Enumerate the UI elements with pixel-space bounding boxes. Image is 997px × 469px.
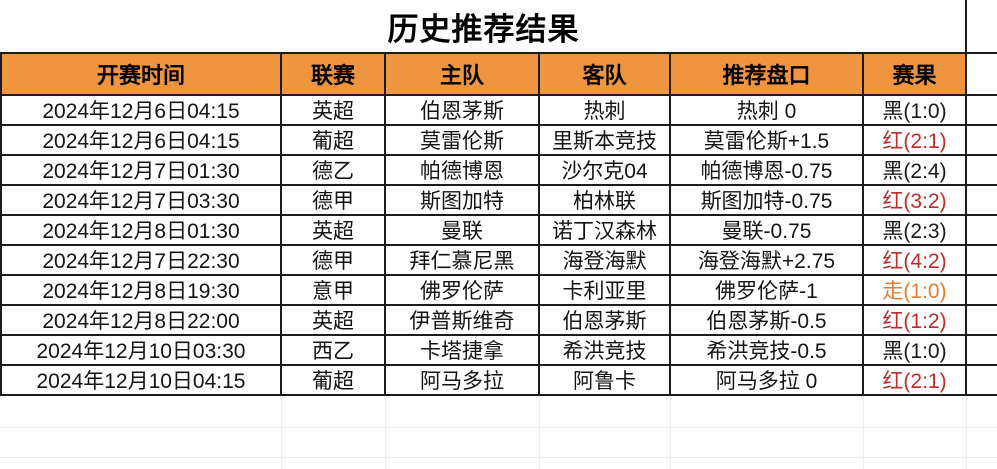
cell-handicap: 佛罗伦萨-1	[671, 276, 864, 306]
cell-away: 希洪竞技	[540, 336, 671, 366]
cell-away: 海登海默	[540, 246, 671, 276]
cell-time: 2024年12月6日04:15	[0, 96, 282, 126]
cell-home: 拜仁慕尼黑	[386, 246, 540, 276]
cell-handicap: 莫雷伦斯+1.5	[671, 126, 864, 156]
empty-edge-cell	[967, 306, 997, 336]
cell-time: 2024年12月8日01:30	[0, 216, 282, 246]
cell-away: 沙尔克04	[540, 156, 671, 186]
faint-gridline	[539, 396, 540, 469]
header-cell-time: 开赛时间	[0, 52, 282, 96]
cell-league: 德甲	[282, 186, 386, 216]
cell-away: 伯恩茅斯	[540, 306, 671, 336]
cell-handicap: 海登海默+2.75	[671, 246, 864, 276]
cell-home: 莫雷伦斯	[386, 126, 540, 156]
cell-home: 阿马多拉	[386, 366, 540, 396]
cell-home: 帕德博恩	[386, 156, 540, 186]
cell-result: 红(3:2)	[864, 186, 967, 216]
cell-time: 2024年12月8日19:30	[0, 276, 282, 306]
cell-away: 诺丁汉森林	[540, 216, 671, 246]
cell-handicap: 热刺 0	[671, 96, 864, 126]
cell-league: 葡超	[282, 366, 386, 396]
cell-home: 佛罗伦萨	[386, 276, 540, 306]
cell-time: 2024年12月7日22:30	[0, 246, 282, 276]
cell-result: 黑(1:0)	[864, 336, 967, 366]
cell-away: 柏林联	[540, 186, 671, 216]
cell-league: 西乙	[282, 336, 386, 366]
cell-league: 德甲	[282, 246, 386, 276]
header-cell-away: 客队	[540, 52, 671, 96]
empty-edge-cell	[967, 336, 997, 366]
empty-edge-cell	[967, 156, 997, 186]
empty-edge-cell	[967, 366, 997, 396]
cell-result: 红(2:1)	[864, 366, 967, 396]
faint-gridline	[966, 396, 967, 469]
cell-away: 热刺	[540, 96, 671, 126]
empty-edge-cell	[967, 276, 997, 306]
page-title: 历史推荐结果	[387, 11, 580, 47]
header-cell-handicap: 推荐盘口	[671, 52, 864, 96]
cell-time: 2024年12月10日03:30	[0, 336, 282, 366]
faint-gridline	[0, 427, 997, 428]
empty-edge-cell	[967, 96, 997, 126]
cell-time: 2024年12月8日22:00	[0, 306, 282, 336]
faint-gridline	[863, 396, 864, 469]
header-cell-result: 赛果	[864, 52, 967, 96]
cell-result: 红(4:2)	[864, 246, 967, 276]
column-gridline	[965, 0, 967, 52]
header-cell-home: 主队	[386, 52, 540, 96]
cell-home: 伊普斯维奇	[386, 306, 540, 336]
cell-result: 红(1:2)	[864, 306, 967, 336]
cell-time: 2024年12月7日03:30	[0, 186, 282, 216]
title-row: 历史推荐结果	[0, 0, 967, 52]
cell-handicap: 斯图加特-0.75	[671, 186, 864, 216]
cell-home: 斯图加特	[386, 186, 540, 216]
cell-result: 红(2:1)	[864, 126, 967, 156]
faint-gridline	[281, 396, 282, 469]
cell-time: 2024年12月6日04:15	[0, 126, 282, 156]
cell-away: 卡利亚里	[540, 276, 671, 306]
cell-handicap: 帕德博恩-0.75	[671, 156, 864, 186]
cell-handicap: 曼联-0.75	[671, 216, 864, 246]
cell-handicap: 阿马多拉 0	[671, 366, 864, 396]
results-table: 开赛时间 联赛 主队 客队 推荐盘口 赛果 2024年12月6日04:15 英超伯…	[0, 52, 997, 396]
cell-result: 走(1:0)	[864, 276, 967, 306]
cell-league: 英超	[282, 96, 386, 126]
cell-handicap: 希洪竞技-0.5	[671, 336, 864, 366]
faint-gridline	[670, 396, 671, 469]
cell-away: 里斯本竞技	[540, 126, 671, 156]
empty-edge-cell	[967, 216, 997, 246]
empty-sheet-area	[0, 396, 997, 469]
header-cell-league: 联赛	[282, 52, 386, 96]
faint-gridline	[385, 396, 386, 469]
cell-away: 阿鲁卡	[540, 366, 671, 396]
cell-league: 意甲	[282, 276, 386, 306]
empty-edge-cell	[967, 186, 997, 216]
cell-home: 曼联	[386, 216, 540, 246]
empty-edge-cell	[967, 126, 997, 156]
cell-home: 卡塔捷拿	[386, 336, 540, 366]
cell-league: 葡超	[282, 126, 386, 156]
faint-gridline	[0, 457, 997, 458]
cell-time: 2024年12月10日04:15	[0, 366, 282, 396]
empty-edge-cell	[967, 246, 997, 276]
cell-time: 2024年12月7日01:30	[0, 156, 282, 186]
header-cell-empty-edge	[967, 52, 997, 96]
cell-handicap: 伯恩茅斯-0.5	[671, 306, 864, 336]
cell-result: 黑(1:0)	[864, 96, 967, 126]
cell-league: 德乙	[282, 156, 386, 186]
cell-home: 伯恩茅斯	[386, 96, 540, 126]
cell-league: 英超	[282, 306, 386, 336]
cell-result: 黑(2:3)	[864, 216, 967, 246]
cell-result: 黑(2:4)	[864, 156, 967, 186]
cell-league: 英超	[282, 216, 386, 246]
